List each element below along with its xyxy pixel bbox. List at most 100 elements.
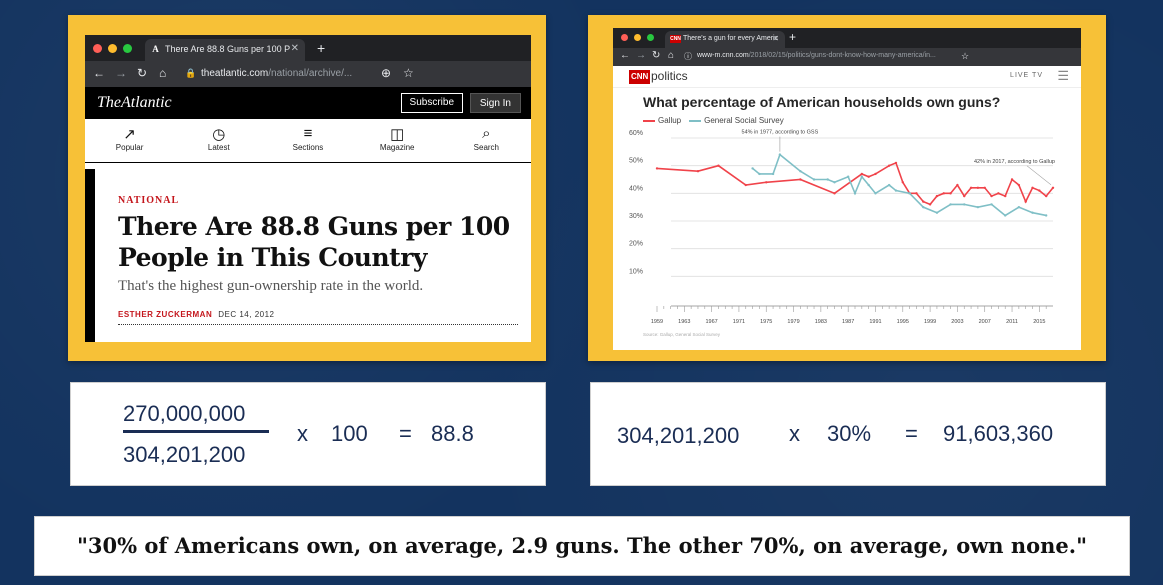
gallup-point: [1031, 186, 1034, 189]
article-side-bar: [85, 169, 95, 342]
live-tv-link[interactable]: LIVE TV: [1010, 72, 1043, 79]
gss-point: [778, 153, 782, 156]
gallup-point: [696, 170, 700, 173]
bookmark-star-icon[interactable]: ☆: [403, 66, 414, 80]
x-tick-label: 1983: [815, 319, 827, 325]
equals-sign: =: [399, 421, 412, 446]
multiplier: 100: [331, 421, 368, 446]
gallup-point: [956, 183, 959, 187]
cnn-browser-window: CNN There's a gun for every Americ ✕ + ←…: [613, 28, 1081, 350]
y-tick-label: 10%: [629, 268, 643, 275]
gallup-point: [997, 192, 1000, 195]
home-icon[interactable]: ⌂: [668, 50, 675, 61]
annotation-leader: [1026, 165, 1052, 186]
minimize-window-icon[interactable]: [634, 34, 641, 41]
article-dek: That's the highest gun-ownership rate in…: [118, 278, 424, 294]
close-window-icon[interactable]: [621, 34, 628, 41]
fraction-bar: [123, 430, 269, 433]
section-kicker[interactable]: NATIONAL: [118, 195, 180, 206]
forward-icon[interactable]: →: [115, 66, 127, 80]
gallup-point: [942, 192, 945, 195]
x-tick-label: 1967: [705, 319, 717, 325]
maximize-window-icon[interactable]: [647, 34, 654, 41]
x-tick-label: 1963: [678, 319, 690, 325]
nav-search[interactable]: ⌕ Search: [451, 125, 521, 162]
gss-point: [976, 205, 980, 209]
nav-magazine[interactable]: ◫ Magazine: [362, 125, 432, 162]
chart-source: Source: Gallup, General Social Survey: [643, 332, 721, 337]
forward-icon[interactable]: →: [636, 50, 646, 61]
clock-icon: ◷: [212, 126, 226, 143]
hamburger-menu-icon[interactable]: ☰: [1057, 68, 1069, 83]
browser-tab[interactable]: A There Are 88.8 Guns per 100 P ✕: [145, 39, 305, 61]
browser-tab[interactable]: CNN There's a gun for every Americ ✕: [665, 31, 785, 48]
gallup-point: [1044, 194, 1048, 198]
gallup-point: [867, 175, 870, 178]
window-controls: [93, 44, 132, 53]
author-link[interactable]: ESTHER ZUCKERMAN: [118, 310, 213, 319]
x-tick-label: 1991: [869, 319, 881, 325]
gallup-point: [983, 186, 986, 189]
x-tick-label: 2007: [979, 319, 991, 325]
atlantic-favicon-icon: A: [152, 44, 159, 54]
close-tab-icon[interactable]: ✕: [772, 34, 779, 43]
chart-area: What percentage of American households o…: [613, 88, 1081, 350]
close-window-icon[interactable]: [93, 44, 102, 53]
percent: 30%: [827, 421, 872, 446]
minimize-window-icon[interactable]: [108, 44, 117, 53]
back-icon[interactable]: ←: [620, 50, 630, 61]
nav-sections[interactable]: ≡ Sections: [273, 125, 343, 162]
maximize-window-icon[interactable]: [123, 44, 132, 53]
address-bar: ← → ↻ ⌂ ⓘ www-m.cnn.com/2018/02/15/polit…: [613, 48, 1081, 66]
gallup-point: [915, 192, 918, 195]
url-field[interactable]: theatlantic.com/national/archive/...: [201, 68, 352, 79]
nav-label: Popular: [115, 143, 144, 152]
atlantic-logo[interactable]: TheAtlantic: [97, 94, 172, 111]
numerator: 270,000,000: [123, 401, 246, 426]
gallup-point: [1038, 189, 1041, 192]
gallup-point: [949, 192, 952, 195]
url-path: /national/archive/...: [268, 68, 353, 79]
site-nav: ↗ Popular ◷ Latest ≡ Sections ◫ Magazine…: [85, 119, 531, 163]
bookmark-star-icon[interactable]: ☆: [961, 51, 970, 61]
back-icon[interactable]: ←: [93, 66, 105, 80]
gallup-point: [1024, 200, 1027, 203]
gallup-point: [1051, 186, 1055, 189]
nav-label: Search: [473, 143, 500, 152]
new-tab-icon[interactable]: +: [317, 40, 326, 56]
lock-icon: 🔒: [185, 68, 197, 78]
section-name[interactable]: politics: [651, 69, 688, 83]
new-tab-icon[interactable]: +: [789, 30, 797, 44]
gss-point: [799, 170, 802, 173]
gss-point: [908, 192, 911, 195]
gss-point: [990, 203, 993, 206]
gss-point: [853, 192, 857, 195]
legend-gss: General Social Survey: [689, 116, 784, 125]
gallup-point: [901, 181, 904, 184]
gallup-point: [874, 172, 877, 176]
y-tick-label: 60%: [629, 130, 643, 137]
close-tab-icon[interactable]: ✕: [290, 43, 299, 54]
line-chart: 60% 50% 40% 30% 20% 10% 1959 1963 1967 1971 1975 19…: [629, 130, 1055, 337]
gallup-point: [963, 194, 966, 198]
gallup-point: [765, 181, 768, 184]
chart-title: What percentage of American households o…: [643, 94, 1001, 110]
y-tick-label: 40%: [629, 185, 643, 192]
gallup-point: [860, 172, 864, 176]
reload-icon[interactable]: ↻: [137, 66, 148, 80]
gallup-point: [799, 178, 802, 181]
reload-icon[interactable]: ↻: [652, 50, 661, 61]
sign-in-button[interactable]: Sign In: [469, 93, 521, 113]
gss-point: [1031, 211, 1034, 214]
gallup-point: [887, 164, 891, 167]
share-icon[interactable]: ⊕: [381, 66, 392, 80]
cnn-logo[interactable]: CNN: [629, 70, 651, 84]
byline: ESTHER ZUCKERMAN DEC 14, 2012: [118, 310, 275, 319]
nav-popular[interactable]: ↗ Popular: [95, 125, 165, 162]
nav-latest[interactable]: ◷ Latest: [184, 125, 254, 162]
chart-legend: Gallup General Social Survey: [643, 116, 784, 125]
url-field[interactable]: www-m.cnn.com/2018/02/15/politics/guns-d…: [697, 52, 936, 59]
home-icon[interactable]: ⌂: [159, 66, 167, 80]
gallup-point: [1004, 194, 1007, 198]
subscribe-button[interactable]: Subscribe: [400, 93, 463, 113]
